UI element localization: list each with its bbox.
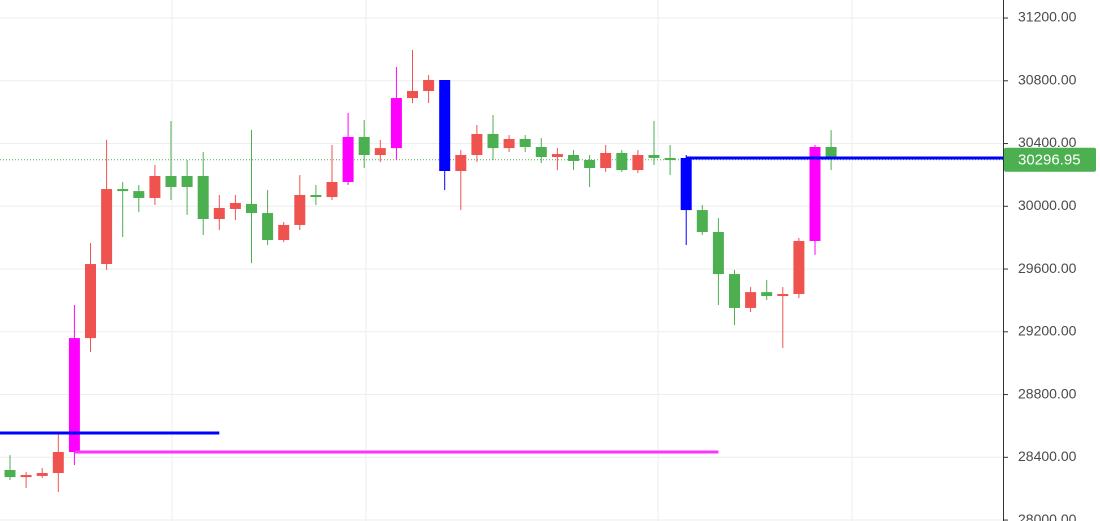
- candle-body: [680, 157, 692, 211]
- candle-body: [246, 203, 257, 214]
- candle-body: [181, 176, 193, 188]
- candle-body: [278, 224, 290, 241]
- candle-body: [535, 146, 547, 158]
- candle-body: [584, 160, 596, 169]
- candle-body: [439, 80, 451, 171]
- candle-body: [568, 154, 579, 161]
- candle-body: [487, 133, 499, 149]
- candle-body: [455, 154, 467, 171]
- candle-body: [632, 154, 644, 171]
- candle-body: [358, 136, 370, 155]
- candle-body: [374, 148, 386, 155]
- last-price-box: [1004, 147, 1096, 172]
- y-tick-label: 28800.00: [1018, 385, 1077, 401]
- candle-body: [551, 154, 563, 158]
- candle-body: [101, 189, 113, 265]
- y-tick-label: 30000.00: [1018, 197, 1077, 213]
- candle-body: [664, 157, 676, 161]
- candle-body: [745, 292, 757, 308]
- grid: [0, 0, 1003, 521]
- candle-body: [262, 213, 274, 241]
- candle-body: [294, 195, 306, 225]
- candle-body: [20, 475, 32, 478]
- last-price-label: 30296.95: [1018, 152, 1081, 169]
- candle-body: [197, 176, 209, 220]
- candle-body: [213, 208, 225, 220]
- candle-body: [471, 133, 483, 155]
- candle-body: [4, 470, 16, 478]
- candle-body: [310, 195, 322, 198]
- candle-body: [503, 138, 515, 149]
- y-tick-label: 30400.00: [1018, 134, 1077, 150]
- candle-body: [165, 176, 177, 188]
- candle-body: [423, 80, 435, 91]
- candle-body: [825, 146, 837, 158]
- candle-body: [149, 176, 161, 198]
- candle-body: [777, 293, 789, 297]
- y-tick-label: 29200.00: [1018, 323, 1077, 339]
- candle-body: [342, 136, 354, 182]
- candle-body: [793, 240, 805, 294]
- candle-body: [809, 146, 821, 241]
- candle-body: [616, 152, 628, 171]
- candle-body: [729, 274, 740, 308]
- candle-body: [68, 338, 80, 452]
- candle-body: [519, 138, 531, 147]
- candle-body: [229, 203, 241, 209]
- y-tick-label: 31200.00: [1018, 9, 1077, 25]
- candle-body: [133, 191, 145, 198]
- candle-body: [712, 232, 724, 275]
- candle-body: [761, 292, 773, 297]
- candle-body: [648, 154, 660, 158]
- candle-body: [52, 451, 64, 473]
- y-tick-label: 29600.00: [1018, 260, 1077, 276]
- y-tick-label: 28400.00: [1018, 448, 1077, 464]
- y-tick-label: 28000.00: [1018, 511, 1077, 521]
- candle-body: [390, 98, 402, 149]
- candle-body: [85, 264, 96, 339]
- y-tick-label: 30800.00: [1018, 71, 1077, 87]
- candle-body: [696, 210, 708, 233]
- candle-body: [600, 152, 612, 169]
- candle-body: [117, 189, 129, 192]
- candle-body: [326, 181, 338, 198]
- candle-body: [407, 90, 418, 99]
- candle-body: [36, 472, 48, 476]
